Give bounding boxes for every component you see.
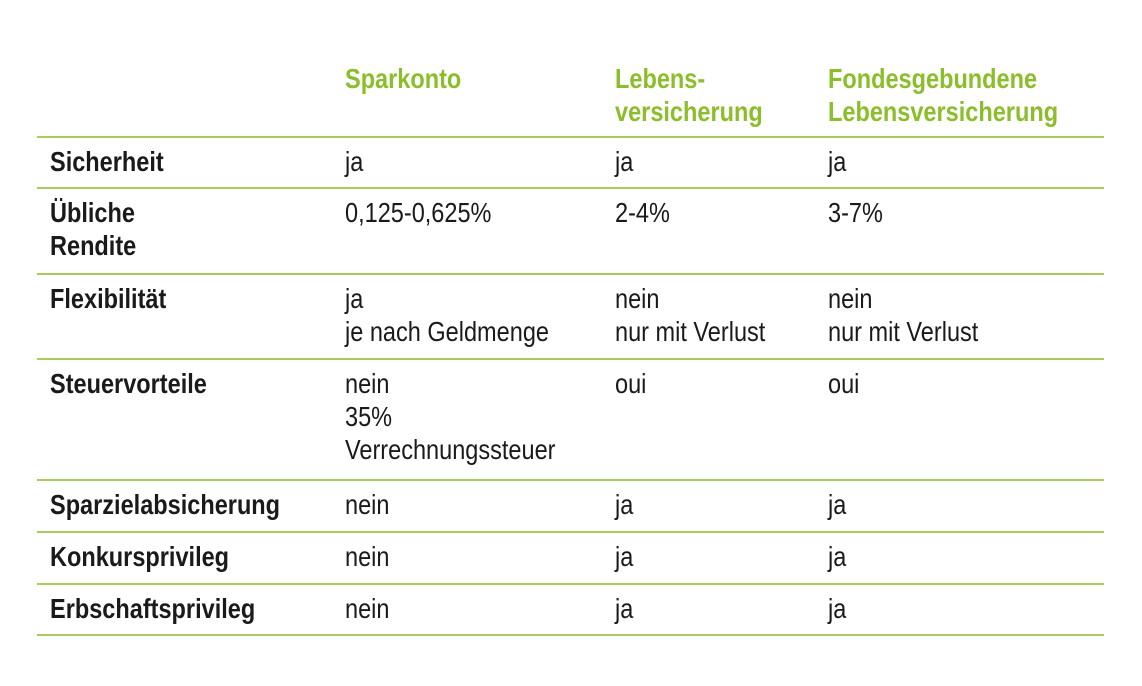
table-cell: ja (828, 592, 850, 625)
table-cell-line: nein (345, 593, 390, 624)
column-header-line: Lebens- (615, 63, 706, 94)
column-header: Lebens-versicherung (615, 62, 791, 128)
row-divider (37, 479, 1104, 481)
table-cell: nein nur mit Verlust (615, 282, 794, 348)
table-cell-line: ja (828, 541, 847, 572)
table-cell: ja je nach Geldmenge (345, 282, 588, 348)
row-divider (37, 358, 1104, 360)
table-cell: oui (828, 367, 865, 400)
column-header-line: Fondesgebundene (828, 63, 1038, 94)
table-cell-line: ja (615, 489, 634, 520)
table-cell-line: 0,125-0,625% (345, 197, 492, 228)
table-cell-line: ja (615, 541, 634, 572)
table-cell: ja (828, 145, 850, 178)
row-label-line: Rendite (50, 230, 137, 261)
table-cell: ja (828, 488, 850, 521)
column-header-line: Sparkonto (345, 63, 462, 94)
table-cell: oui (615, 367, 652, 400)
table-cell-line: 35% (345, 401, 393, 432)
row-label: Steuervorteile (50, 367, 237, 400)
table-cell-line: nur mit Verlust (615, 316, 766, 347)
row-label-line: Übliche (50, 197, 135, 228)
table-cell-line: nur mit Verlust (828, 316, 979, 347)
table-cell-line: ja (345, 283, 364, 314)
row-divider (37, 136, 1104, 138)
table-cell: ja (615, 488, 637, 521)
table-cell-line: ja (345, 146, 364, 177)
table-cell-line: Verrechnungssteuer (345, 434, 556, 465)
row-label: Sicherheit (50, 145, 185, 178)
table-cell: ja (615, 592, 637, 625)
table-cell: nein (345, 592, 398, 625)
table-cell: 2-4% (615, 196, 680, 229)
row-label-line: Sicherheit (50, 146, 164, 177)
table-cell: ja (615, 145, 637, 178)
table-cell: 3-7% (828, 196, 893, 229)
table-cell-line: nein (615, 283, 660, 314)
column-header-line: versicherung (615, 96, 763, 127)
row-label-line: Konkursprivileg (50, 541, 230, 572)
row-divider (37, 583, 1104, 585)
table-cell: nein 35% Verrechnungssteuer (345, 367, 596, 466)
table-cell: 0,125-0,625% (345, 196, 519, 229)
row-label: Konkursprivileg (50, 540, 263, 573)
row-divider (37, 634, 1104, 636)
row-label-line: Sparzielabsicherung (50, 489, 281, 520)
row-label: Übliche Rendite (50, 196, 153, 262)
table-cell: ja (615, 540, 637, 573)
table-cell-line: oui (828, 368, 860, 399)
row-divider (37, 187, 1104, 189)
table-cell-line: ja (615, 593, 634, 624)
row-label: Flexibilität (50, 282, 188, 315)
row-divider (37, 273, 1104, 275)
row-divider (37, 531, 1104, 533)
table-cell-line: 3-7% (828, 197, 883, 228)
column-header-line: Lebensversicherung (828, 96, 1059, 127)
table-cell-line: nein (828, 283, 873, 314)
table-cell: nein (345, 488, 398, 521)
table-cell-line: nein (345, 368, 390, 399)
table-cell-line: ja (828, 146, 847, 177)
table-cell-line: oui (615, 368, 647, 399)
table-cell-line: 2-4% (615, 197, 670, 228)
row-label-line: Flexibilität (50, 283, 167, 314)
table-cell: ja (345, 145, 367, 178)
table-cell-line: ja (828, 489, 847, 520)
column-header: Sparkonto (345, 62, 483, 95)
row-label: Sparzielabsicherung (50, 488, 324, 521)
row-label: Erbschaftsprivileg (50, 592, 294, 625)
row-label-line: Erbschaftsprivileg (50, 593, 256, 624)
table-cell-line: nein (345, 489, 390, 520)
column-header: Fondesgebundene Lebensversicherung (828, 62, 1102, 128)
table-cell-line: ja (615, 146, 634, 177)
table-cell: ja (828, 540, 850, 573)
table-cell-line: je nach Geldmenge (345, 316, 549, 347)
table-cell-line: nein (345, 541, 390, 572)
row-label-line: Steuervorteile (50, 368, 207, 399)
table-cell: nein nur mit Verlust (828, 282, 1007, 348)
table-cell-line: ja (828, 593, 847, 624)
table-cell: nein (345, 540, 398, 573)
